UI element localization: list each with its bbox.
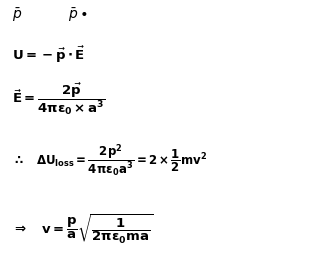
Text: $\bar{p}\bullet$: $\bar{p}\bullet$ <box>68 6 88 24</box>
Text: $\mathbf{\vec{E}=\dfrac{2\vec{p}}{4\pi\varepsilon_0\times a^3}}$: $\mathbf{\vec{E}=\dfrac{2\vec{p}}{4\pi\v… <box>12 81 106 117</box>
Text: $\bar{p}$: $\bar{p}$ <box>12 6 23 24</box>
Text: $\mathbf{\therefore\quad\Delta U_{loss}=\dfrac{2p^2}{4\pi\varepsilon_0 a^3}=2\ti: $\mathbf{\therefore\quad\Delta U_{loss}=… <box>12 142 208 179</box>
Text: $\mathbf{\Rightarrow\quad v=\dfrac{p}{a}\sqrt{\dfrac{1}{2\pi\varepsilon_0 ma}}}$: $\mathbf{\Rightarrow\quad v=\dfrac{p}{a}… <box>12 213 154 246</box>
Text: $\mathbf{U=-\vec{p}\cdot\vec{E}}$: $\mathbf{U=-\vec{p}\cdot\vec{E}}$ <box>12 45 86 65</box>
